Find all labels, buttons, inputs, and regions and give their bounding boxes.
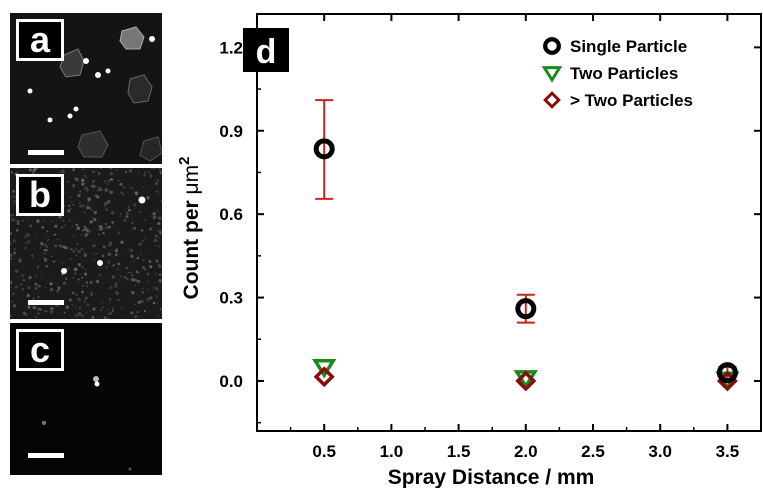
data-markers bbox=[312, 138, 740, 392]
x-tick-label: 2.0 bbox=[514, 442, 538, 461]
scale-bar-a bbox=[28, 150, 64, 155]
legend-marker bbox=[543, 91, 561, 109]
plot-frame bbox=[256, 13, 762, 432]
more-than-two-particles-point bbox=[313, 366, 335, 388]
y-axis-label-unit: μm bbox=[180, 165, 203, 195]
single-particle-point bbox=[515, 298, 537, 320]
scatter-chart: 0.5 1.0 1.5 2.0 2.5 3.0 3.5 0.0 0.3 0.6 0.9 1.2 d S… bbox=[176, 13, 762, 488]
single-particle-point bbox=[716, 362, 738, 384]
y-tick-label: 0.9 bbox=[219, 122, 243, 141]
x-tick-label: 0.5 bbox=[312, 442, 336, 461]
axis-ticks bbox=[257, 14, 762, 431]
legend: Single Particle Two Particles > Two Partic… bbox=[541, 37, 693, 110]
micrograph-a-image bbox=[27, 26, 162, 162]
panel-label-c: c bbox=[16, 329, 64, 371]
error-bars bbox=[315, 99, 737, 382]
panel-label-b: b bbox=[16, 174, 64, 216]
legend-label: Two Particles bbox=[570, 64, 678, 83]
chart-panel-label-box bbox=[243, 28, 289, 72]
single-particle-point bbox=[313, 138, 335, 160]
x-tick-label: 3.5 bbox=[716, 442, 740, 461]
micrograph-c-image bbox=[42, 376, 132, 471]
more-than-two-particles-point bbox=[515, 370, 537, 392]
x-tick-label: 1.0 bbox=[380, 442, 404, 461]
y-axis-label-exponent: 2 bbox=[176, 157, 193, 165]
legend-marker bbox=[543, 37, 561, 55]
micrograph-panel-a: a bbox=[10, 13, 162, 164]
chart-panel-label: d bbox=[256, 33, 277, 71]
panel-label-a: a bbox=[16, 19, 64, 61]
micrograph-panel-c: c bbox=[10, 323, 162, 475]
x-tick-label: 2.5 bbox=[581, 442, 605, 461]
x-tick-label: 1.5 bbox=[447, 442, 471, 461]
y-axis-label: Count per μm2 bbox=[176, 157, 203, 300]
two-particles-point bbox=[312, 359, 337, 379]
legend-marker bbox=[541, 66, 563, 83]
y-tick-label: 0.0 bbox=[219, 372, 243, 391]
micrograph-panel-b: b bbox=[10, 168, 162, 319]
legend-label: Single Particle bbox=[570, 37, 687, 56]
x-axis-label: Spray Distance / mm bbox=[388, 466, 595, 488]
axis-tick-labels: 0.5 1.0 1.5 2.0 2.5 3.0 3.5 0.0 0.3 0.6 0.9 1.2 bbox=[219, 38, 739, 461]
y-tick-label: 1.2 bbox=[219, 38, 243, 57]
x-tick-label: 3.0 bbox=[648, 442, 672, 461]
y-tick-label: 0.3 bbox=[219, 289, 243, 308]
scale-bar-c bbox=[28, 453, 64, 458]
y-tick-label: 0.6 bbox=[219, 205, 243, 224]
y-axis-label-prefix: Count per bbox=[180, 194, 203, 299]
scale-bar-b bbox=[28, 300, 64, 305]
legend-label: > Two Particles bbox=[570, 91, 693, 110]
